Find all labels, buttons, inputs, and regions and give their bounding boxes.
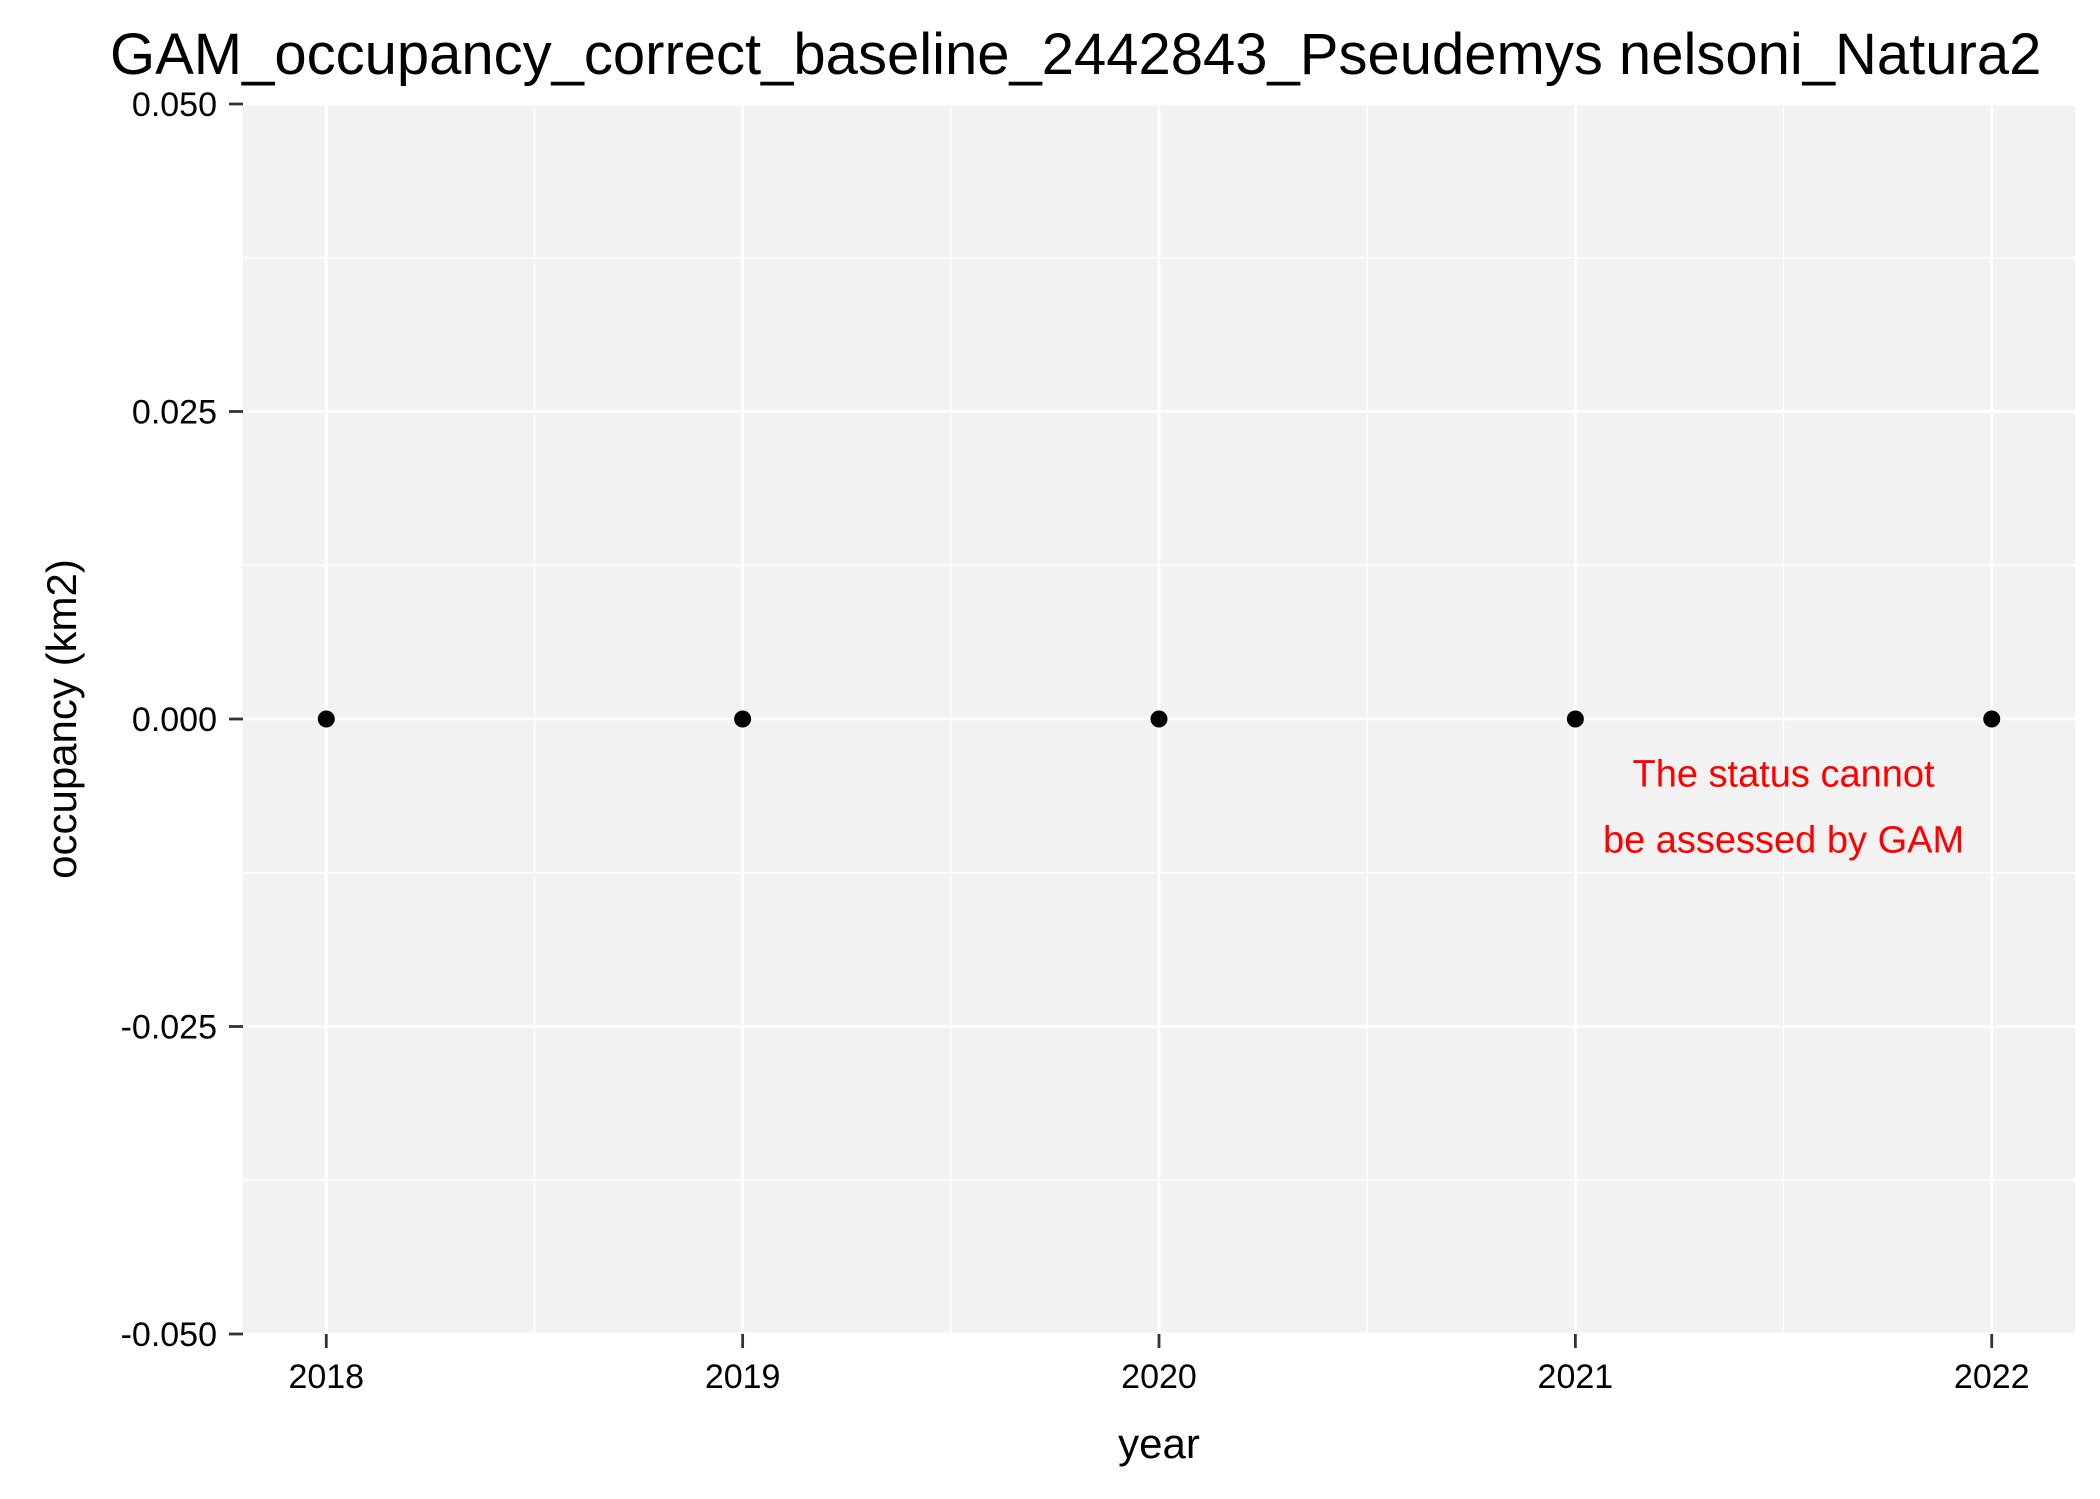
- y-tick-label: -0.050: [121, 1316, 217, 1354]
- annotation-line: be assessed by GAM: [1603, 819, 1964, 861]
- x-tick-label: 2022: [1954, 1358, 2030, 1396]
- data-points: [317, 710, 2001, 728]
- annotation: The status cannot be assessed by GAM: [1603, 753, 1964, 861]
- data-point: [1983, 710, 2001, 728]
- x-tick-label: 2020: [1121, 1358, 1197, 1396]
- y-tick-label: -0.025: [121, 1009, 217, 1047]
- data-point: [1566, 710, 1584, 728]
- data-point: [734, 710, 752, 728]
- x-tick-label: 2021: [1538, 1358, 1614, 1396]
- chart-title: GAM_occupancy_correct_baseline_2442843_P…: [110, 22, 2041, 87]
- x-tick-label: 2019: [705, 1358, 781, 1396]
- data-point: [1150, 710, 1168, 728]
- y-tick-label: 0.050: [132, 86, 217, 124]
- x-axis-title: year: [1118, 1420, 1200, 1467]
- x-tick-label: 2018: [288, 1358, 364, 1396]
- y-tick-label: 0.000: [132, 701, 217, 739]
- axes: -0.050 -0.025 0.000 0.025 0.050 2018 2019 2020 2…: [121, 86, 2030, 1396]
- annotation-line: The status cannot: [1633, 753, 1936, 795]
- y-axis-title: occupancy (km2): [38, 559, 85, 879]
- y-tick-label: 0.025: [132, 394, 217, 432]
- data-point: [317, 710, 335, 728]
